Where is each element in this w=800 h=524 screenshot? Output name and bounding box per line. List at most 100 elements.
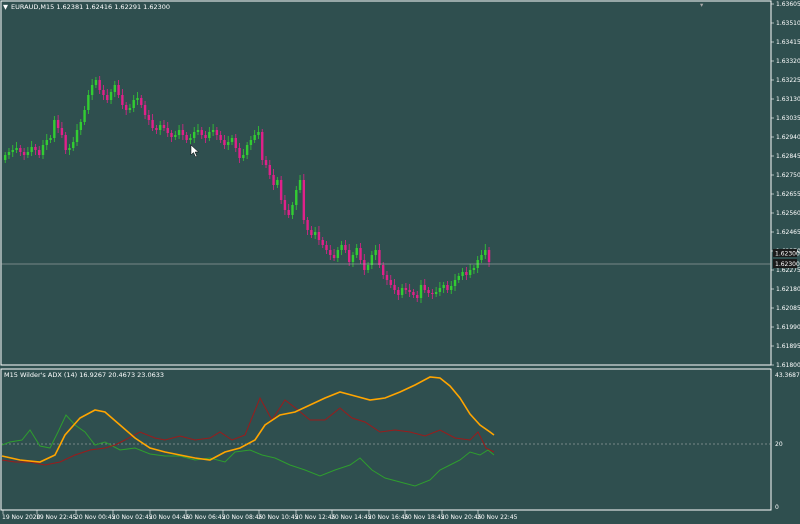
candle-body [302,180,306,220]
price-tick-label: 1.62465 [776,229,800,236]
candle-body [374,250,377,255]
candle-body [4,155,7,160]
candle-body [423,285,426,290]
candle-body [434,292,438,294]
candle-body [325,245,328,250]
mouse-cursor-icon [190,144,200,158]
candle-body [291,205,294,215]
shift-marker-icon[interactable]: ▾ [700,1,704,9]
candle-body [106,95,109,100]
candle-body [321,240,324,245]
candle-body [19,148,22,152]
candle-body [438,288,442,292]
candle-body [98,80,101,90]
candle-body [366,265,370,270]
candle-body [253,135,256,140]
price-tick-label: 1.62655 [776,191,800,198]
symbol-title: EURAUD,M15 1.62381 1.62416 1.62291 1.623… [11,3,170,11]
time-tick-label: 19 Nov 22:45 [36,514,77,521]
candle-body [397,290,400,295]
current-price-tag-label: 1.62300 [775,261,800,268]
adx-top-label: 43.3687 [775,372,800,379]
candle-body [283,200,287,210]
candle-body [416,295,419,298]
candle-body [166,128,169,133]
candle-body [87,95,90,110]
price-panel[interactable] [0,0,772,366]
time-tick-label: 20 Nov 20:45 [441,514,482,521]
candle-body [72,142,75,148]
price-tick-label: 1.63605 [776,1,800,8]
candle-body [211,130,215,132]
candle-body [11,150,14,152]
candle-body [295,190,298,205]
candle-body [313,232,317,235]
candle-body [242,155,245,158]
candle-body [363,260,366,270]
minus-di-line [1,396,495,466]
candle-body [268,165,271,175]
price-tick-label: 1.61990 [776,324,800,331]
time-tick-label: 20 Nov 12:45 [295,514,336,521]
price-tick-label: 1.62275 [776,267,800,274]
candle-body [185,135,188,140]
candle-body [68,148,71,150]
candle-body [468,270,472,275]
candle-body [272,175,275,185]
candle-body [227,142,230,145]
price-tick-label: 1.62560 [776,210,800,217]
time-tick-label: 20 Nov 00:45 [75,514,116,521]
candle-body [143,105,147,115]
candle-body [41,145,45,155]
candle-body [385,275,389,280]
price-tick-label: 1.63130 [776,96,800,103]
candle-body [453,280,457,286]
candle-body [442,285,445,288]
candle-body [261,132,264,160]
candle-body [347,250,351,262]
candle-body [22,152,26,155]
price-scale: 1.63605 1.63510 1.63415 1.63320 1.63225 1.631… [771,1,800,369]
candle-body [480,255,483,260]
candle-body [408,290,411,292]
candle-body [170,133,173,137]
candle-body [94,80,98,85]
adx-bottom-label: 0 [775,504,779,511]
candle-body [200,130,203,135]
candle-body [484,250,487,255]
price-tick-label: 1.63035 [776,115,800,122]
candle-body [45,140,48,145]
price-tick-label: 1.62940 [776,134,800,141]
price-tick-label: 1.62180 [776,286,800,293]
candle-body [389,280,392,285]
candle-body [49,138,52,140]
candle-body [234,138,237,148]
candle-body [450,286,453,290]
candle-body [461,272,464,276]
candle-body [90,85,94,95]
chart-menu-arrow-icon[interactable]: ▼ [3,3,8,11]
candle-body [419,285,423,298]
adx-level-label: 20 [775,441,783,448]
candle-body [332,255,336,258]
candle-body [400,288,404,295]
candle-body [53,120,56,138]
candle-body [317,232,321,240]
candle-body [208,132,211,138]
candle-body [393,285,396,290]
time-tick-label: 20 Nov 06:45 [185,514,226,521]
candle-body [64,135,67,150]
candle-body [158,125,162,130]
candle-body [7,152,11,155]
candle-body [113,85,117,92]
candle-body [412,292,415,295]
candle-body [117,85,120,95]
candle-body [177,130,181,135]
price-tick-label: 1.62750 [776,172,800,179]
indicator-panel[interactable] [0,368,772,511]
bid-tag [773,249,797,257]
time-tick-label: 20 Nov 18:45 [404,514,445,521]
price-tick-label: 1.63225 [776,77,800,84]
